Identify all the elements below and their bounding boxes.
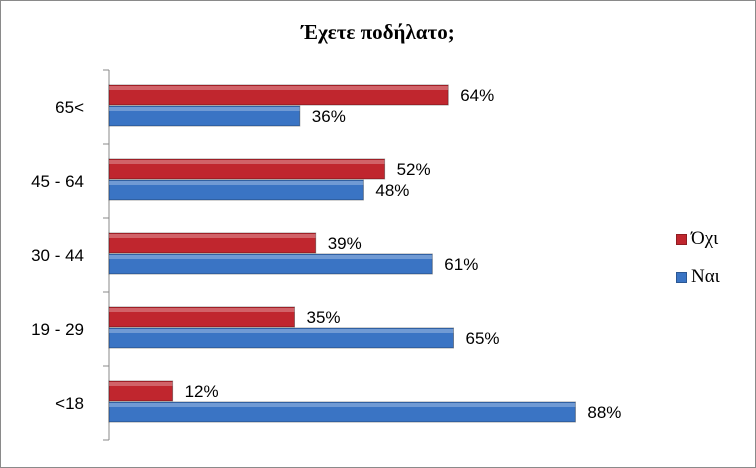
legend-swatch-no [676, 233, 687, 245]
bar-yes [108, 401, 576, 423]
data-label: 52% [397, 160, 431, 179]
y-tick-label: 19 - 29 [31, 320, 84, 339]
data-label: 88% [587, 403, 621, 422]
bar-no [108, 158, 386, 180]
data-label: 48% [375, 181, 409, 200]
bar-no [108, 84, 449, 106]
bar-yes [108, 327, 454, 349]
bar-highlight [109, 86, 449, 90]
legend-label-no: Όχι [691, 228, 719, 249]
y-tick-label: 45 - 64 [31, 172, 84, 191]
y-tick-label: 65< [55, 98, 84, 117]
bar-highlight [109, 107, 300, 111]
legend-swatch-yes [676, 271, 687, 283]
data-label: 36% [312, 107, 346, 126]
y-tick-label: <18 [55, 394, 84, 413]
y-tick-label: 30 - 44 [31, 246, 84, 265]
data-label: 65% [466, 329, 500, 348]
bar-highlight [109, 160, 385, 164]
bar-highlight [109, 329, 454, 333]
bar-highlight [109, 234, 316, 238]
legend-item-no: Όχι [676, 228, 718, 250]
bar-highlight [109, 382, 173, 386]
bar-no [108, 306, 295, 328]
chart-title: Έχετε ποδήλατο; [301, 20, 455, 44]
bar-highlight [109, 181, 364, 185]
bar-highlight [109, 308, 295, 312]
data-label: 64% [460, 86, 494, 105]
data-label: 12% [185, 382, 219, 401]
bar-yes [108, 179, 364, 201]
legend-label-yes: Ναι [691, 266, 720, 287]
bar-highlight [109, 255, 433, 259]
bar-no [108, 232, 317, 254]
bar-highlight [109, 403, 576, 407]
bar-yes [108, 253, 433, 275]
data-label: 35% [307, 308, 341, 327]
bar-no [108, 380, 174, 402]
bar-yes [108, 105, 301, 127]
data-label: 39% [328, 234, 362, 253]
legend-item-yes: Ναι [676, 266, 720, 288]
data-label: 61% [444, 255, 478, 274]
